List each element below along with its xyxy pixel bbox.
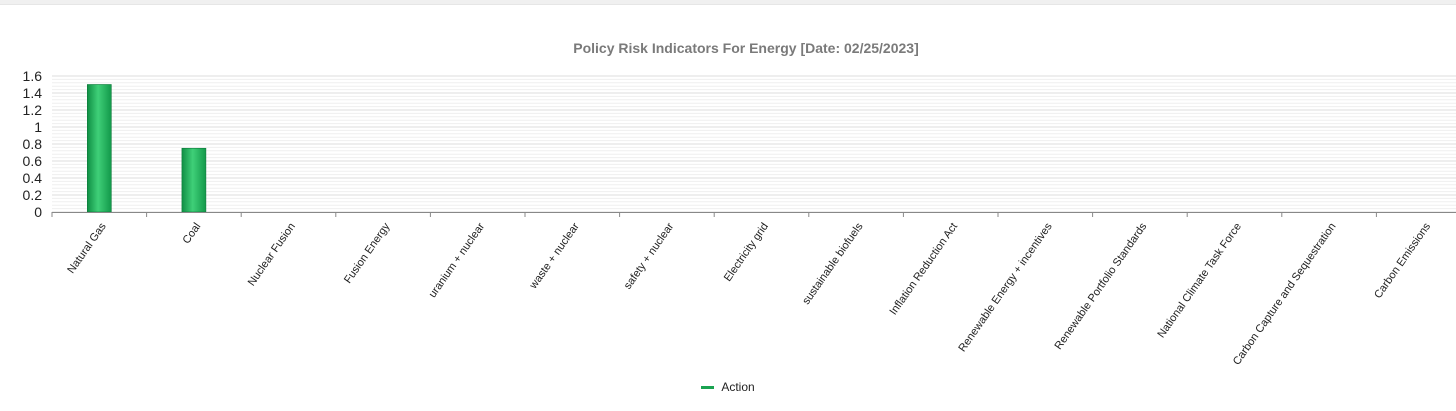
legend[interactable]: Action	[0, 380, 1456, 394]
top-border	[0, 0, 1456, 5]
y-tick-label: 1.6	[23, 68, 43, 84]
y-tick-label: 0.4	[23, 170, 43, 186]
x-tick-label: safety + nuclear	[622, 221, 677, 292]
y-tick-label: 0.6	[23, 153, 43, 169]
y-tick-label: 1	[34, 119, 42, 135]
y-tick-label: 1.4	[23, 85, 43, 101]
x-tick-label: National Climate Task Force	[1155, 221, 1244, 340]
x-axis-tick-labels: Natural Gas Coal Nuclear Fusion Fusion Ener…	[65, 220, 1433, 367]
x-tick-label: Nuclear Fusion	[246, 221, 298, 288]
y-axis-ticks: 00.20.40.60.811.21.41.6	[23, 68, 43, 220]
x-tick-label: Electricity grid	[722, 221, 771, 284]
bar[interactable]	[87, 84, 112, 213]
x-tick-label: sustainable biofuels	[800, 220, 866, 306]
x-tick-label: Inflation Reduction Act	[888, 221, 961, 318]
y-tick-label: 1.2	[23, 102, 43, 118]
bar[interactable]	[181, 147, 207, 213]
x-tick-label: Natural Gas	[65, 220, 109, 275]
x-tick-label: uranium + nuclear	[427, 221, 488, 301]
x-tick-label: waste + nuclear	[527, 221, 582, 292]
x-tick-label: Renewable Energy + incentives	[956, 220, 1055, 354]
x-tick-label: Carbon Capture and Sequestration	[1231, 221, 1339, 368]
x-axis	[51, 212, 1456, 217]
bars	[87, 84, 207, 213]
y-tick-label: 0.2	[23, 187, 43, 203]
legend-label: Action	[721, 380, 755, 394]
y-tick-label: 0	[34, 204, 42, 220]
legend-swatch	[701, 385, 715, 389]
x-tick-label: Renewable Portfolio Standards	[1053, 220, 1150, 352]
grid-lines	[52, 75, 1456, 213]
x-tick-label: Fusion Energy	[342, 220, 393, 285]
x-tick-label: Carbon Emissions	[1372, 220, 1433, 300]
x-tick-label: Coal	[181, 221, 204, 246]
y-tick-label: 0.8	[23, 136, 43, 152]
chart-title: Policy Risk Indicators For Energy [Date:…	[573, 40, 918, 56]
